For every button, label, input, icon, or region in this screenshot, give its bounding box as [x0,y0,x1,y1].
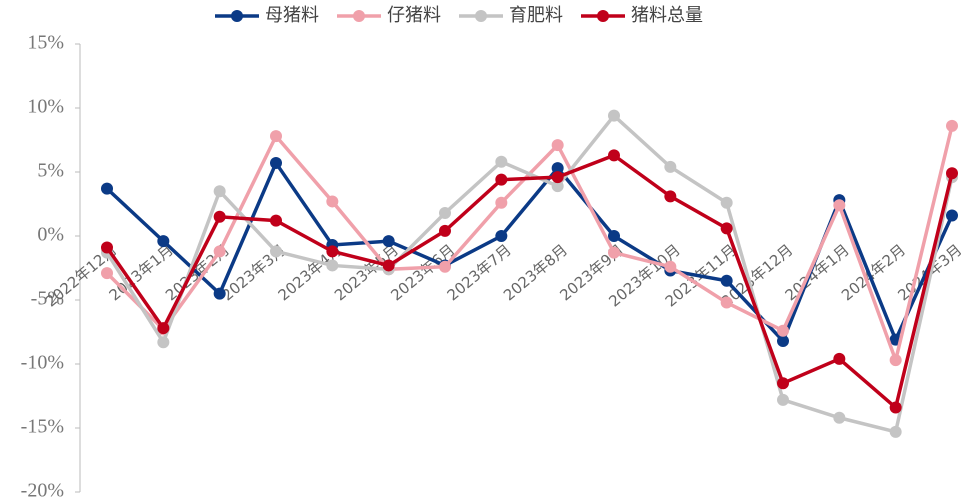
data-point [664,160,677,173]
y-tick-label: -10% [21,352,64,374]
data-point [495,173,508,186]
y-tick-label: 0% [37,224,64,246]
data-point [326,245,339,258]
y-tick-label: -15% [21,416,64,438]
data-point [439,206,451,219]
data-point [777,377,789,390]
data-point [101,267,113,280]
data-point [608,149,620,162]
y-tick-label: -20% [21,480,64,502]
data-point [439,224,451,237]
legend-marker [475,10,487,22]
data-point [270,130,282,143]
data-point [270,157,282,170]
series-line [105,153,954,411]
legend-label: 猪料总量 [631,5,703,26]
data-point [382,259,395,272]
data-point [101,182,113,195]
data-point [439,260,451,273]
legend-label: 育肥料 [509,5,563,26]
data-point [608,109,620,122]
data-point [720,196,733,209]
data-point [889,401,902,414]
legend-marker [231,10,243,22]
data-point [777,324,789,337]
legend-label: 母猪料 [265,5,319,26]
y-tick-label: 10% [27,96,64,118]
series-line [105,125,954,367]
data-point [664,190,677,203]
legend-marker [353,10,365,22]
data-point [101,241,113,254]
data-point [495,230,508,242]
y-tick-label: -5% [31,288,64,310]
data-point [213,287,226,300]
y-tick-label: 15% [27,32,64,54]
data-point [495,155,508,168]
data-point [551,162,564,175]
data-point [946,209,958,222]
data-point [551,180,564,193]
data-point [551,139,564,152]
y-tick-label: 5% [37,160,64,182]
data-point [608,230,620,242]
data-point [889,425,902,438]
data-point [720,274,733,287]
series-line [105,159,954,345]
data-point [213,245,226,258]
data-point [551,171,564,184]
data-point [833,199,846,212]
data-point [326,195,339,208]
data-point [720,222,733,235]
legend-item: 育肥料 [459,5,563,26]
data-point [326,259,339,272]
data-point [382,235,395,248]
data-point [833,411,846,424]
legend-item: 仔猪料 [337,5,441,26]
data-point [213,210,226,223]
data-point [720,296,733,309]
data-point [777,393,789,406]
data-point [946,167,958,180]
data-point [157,235,170,248]
legend-item: 猪料总量 [581,5,703,26]
data-point [270,214,282,227]
data-point [270,245,282,258]
data-point [777,334,789,347]
series-line [105,113,954,434]
data-point [664,260,677,273]
data-point [833,352,846,365]
data-point [495,196,508,209]
legend-item: 母猪料 [215,5,319,26]
data-point [157,322,170,335]
data-point [157,336,170,349]
data-point [946,119,958,132]
data-point [213,185,226,198]
legend-label: 仔猪料 [387,5,441,26]
legend-marker [597,10,609,22]
data-point [608,246,620,259]
data-point [889,354,902,367]
